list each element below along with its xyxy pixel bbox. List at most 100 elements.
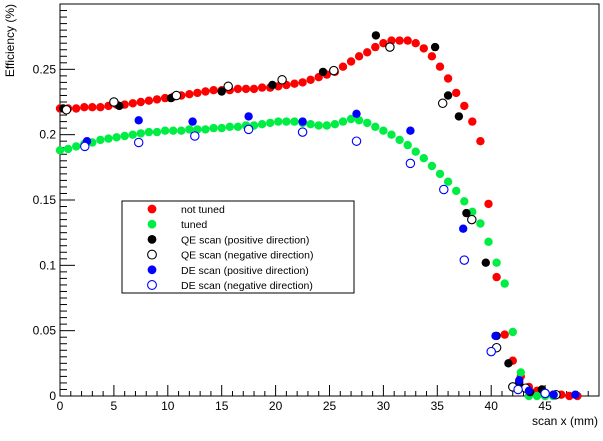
x-axis-label: scan x (mm): [532, 414, 598, 428]
x-tick-label: 20: [269, 399, 283, 413]
legend-marker: [147, 219, 157, 229]
data-point: [244, 112, 253, 121]
legend: not tuned tuned QE scan (positive directio…: [121, 200, 355, 294]
data-point: [133, 137, 144, 148]
data-point: [395, 135, 404, 145]
data-point: [516, 368, 525, 377]
data-point: [274, 117, 283, 126]
legend-label: DE scan (negative direction): [181, 280, 313, 292]
data-point: [427, 52, 437, 61]
data-point: [297, 127, 308, 137]
data-point: [500, 330, 509, 339]
data-point: [120, 131, 129, 141]
data-point: [419, 154, 428, 163]
data-point: [233, 122, 243, 131]
data-point: [540, 388, 550, 399]
data-point: [104, 134, 113, 143]
data-point: [80, 103, 89, 112]
data-point: [96, 135, 105, 145]
x-tick-label: 15: [215, 399, 229, 413]
legend-box: [121, 200, 355, 294]
data-point: [193, 88, 202, 98]
data-point: [257, 120, 267, 129]
data-point: [403, 140, 412, 150]
y-tick-label: 0.15: [33, 193, 57, 207]
data-point: [241, 84, 251, 94]
data-point: [379, 126, 388, 135]
data-point: [484, 199, 493, 209]
legend-label: QE scan (negative direction): [181, 250, 313, 262]
data-point: [169, 126, 178, 135]
data-point: [72, 104, 81, 113]
data-point: [329, 65, 339, 76]
data-point: [459, 255, 470, 265]
data-point: [277, 75, 287, 85]
data-point: [160, 93, 170, 103]
data-point: [257, 83, 267, 92]
data-point: [152, 127, 162, 137]
data-point: [171, 90, 182, 101]
data-point: [515, 376, 524, 385]
x-tick-label: 5: [111, 399, 118, 413]
data-point: [282, 117, 291, 126]
plot-frame: [59, 3, 600, 397]
x-axis-ticks: 0 5 10 15 20 25 30 35 40 45: [57, 385, 600, 413]
legend-label: tuned: [181, 219, 207, 231]
legend-marker: [147, 204, 157, 214]
data-point: [185, 90, 194, 99]
data-point: [314, 121, 323, 130]
data-point: [346, 57, 356, 66]
y-axis-label: Efficiency (%): [3, 4, 17, 77]
series-4: [82, 109, 580, 399]
data-point: [80, 141, 90, 152]
data-point: [443, 177, 453, 186]
data-point: [492, 258, 501, 267]
data-point: [351, 136, 362, 146]
data-point: [88, 103, 97, 112]
data-point: [460, 101, 469, 111]
y-tick-label: 0.2: [39, 128, 56, 142]
data-point: [185, 125, 194, 134]
data-point: [217, 123, 226, 133]
legend-label: QE scan (positive direction): [181, 234, 309, 246]
data-point: [290, 79, 299, 88]
data-point: [403, 36, 412, 45]
x-tick-label: 30: [377, 399, 391, 413]
data-point: [298, 117, 307, 126]
x-tick-label: 40: [485, 399, 499, 413]
data-point: [249, 84, 259, 94]
data-point: [468, 117, 477, 126]
data-point: [306, 75, 315, 85]
data-point: [406, 126, 415, 135]
data-point: [462, 208, 471, 218]
legend-marker: [147, 265, 157, 275]
data-point: [136, 97, 145, 107]
data-point: [363, 118, 372, 128]
data-point: [243, 124, 254, 135]
x-tick-label: 10: [161, 399, 175, 413]
data-point: [435, 62, 445, 71]
data-point: [96, 103, 105, 112]
data-point: [61, 105, 72, 115]
x-tick-label: 45: [538, 399, 552, 413]
data-point: [459, 224, 468, 233]
data-point: [500, 279, 509, 288]
data-point: [405, 158, 416, 169]
data-point: [136, 129, 145, 138]
data-point: [549, 390, 558, 399]
data-point: [427, 161, 437, 171]
data-point: [532, 391, 542, 401]
data-point: [338, 62, 348, 71]
data-point: [354, 52, 364, 61]
data-point: [524, 386, 534, 395]
data-point: [491, 331, 500, 341]
data-point: [217, 87, 226, 96]
data-point: [363, 48, 372, 57]
y-tick-label: 0.25: [33, 62, 57, 76]
legend-marker: [147, 235, 157, 244]
data-point: [371, 31, 381, 40]
data-point: [486, 346, 496, 357]
data-point: [322, 121, 331, 130]
data-point: [209, 123, 218, 133]
